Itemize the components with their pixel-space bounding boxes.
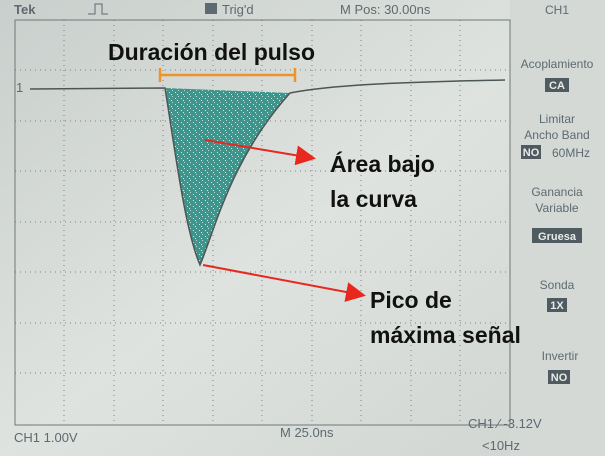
peak-arrow bbox=[202, 264, 366, 302]
area-label: la curva bbox=[330, 186, 417, 212]
area-label: Área bajo bbox=[330, 150, 435, 177]
waveform bbox=[29, 79, 506, 267]
screen-frame bbox=[14, 19, 511, 426]
peak-label: máxima señal bbox=[370, 322, 521, 348]
coupling-value: CA bbox=[549, 80, 565, 92]
invert-title: Invertir bbox=[542, 349, 579, 363]
invert-value: NO bbox=[551, 372, 568, 384]
probe-value: 1X bbox=[550, 300, 564, 312]
duration-label: Duración del pulso bbox=[108, 39, 315, 65]
probe-title: Sonda bbox=[540, 278, 575, 292]
bandwidth-value: 60MHz bbox=[552, 146, 590, 160]
trigger-level: CH1 ∕ -3.12V bbox=[468, 416, 542, 431]
coupling-title: Acoplamiento bbox=[521, 57, 594, 71]
gain-value: Gruesa bbox=[538, 231, 577, 243]
frequency: <10Hz bbox=[482, 438, 520, 453]
gain-title: Ganancia bbox=[531, 185, 583, 199]
trigger-box bbox=[205, 3, 217, 14]
trigger-state: Trig'd bbox=[222, 2, 254, 17]
trigger-icon bbox=[88, 3, 108, 15]
channel: CH1 bbox=[545, 3, 569, 17]
brand: Tek bbox=[14, 2, 36, 17]
bandwidth-title: Ancho Band bbox=[524, 128, 589, 142]
gain-title: Variable bbox=[535, 201, 578, 215]
area-arrow bbox=[204, 139, 316, 166]
vertical-scale: CH1 1.00V bbox=[14, 430, 78, 445]
channel-marker: 1 bbox=[16, 80, 23, 95]
duration-bracket bbox=[158, 68, 297, 82]
bandwidth-title: Limitar bbox=[539, 112, 575, 126]
peak-label: Pico de bbox=[370, 287, 452, 313]
position: M Pos: 30.00ns bbox=[340, 2, 431, 17]
bandwidth-flag: NO bbox=[523, 147, 540, 159]
pulse-area bbox=[165, 88, 290, 265]
time-scale: M 25.0ns bbox=[280, 425, 334, 440]
